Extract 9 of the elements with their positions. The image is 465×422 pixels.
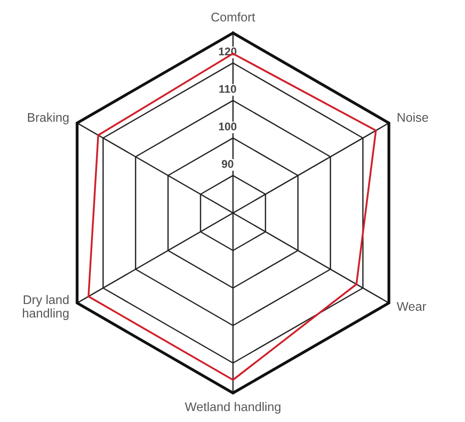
spoke-label: Dry land handling (22, 294, 69, 320)
y-tick-label: 90 (222, 160, 234, 168)
y-tick-label: 100 (219, 122, 236, 130)
spoke-label: Comfort (211, 12, 256, 22)
spoke-label: Wetland handling (184, 402, 280, 414)
y-tick-label: 110 (219, 85, 236, 93)
spoke-label: Braking (28, 112, 69, 124)
spoke-label: Wear (396, 302, 426, 311)
spoke-label: Noise (398, 112, 428, 122)
